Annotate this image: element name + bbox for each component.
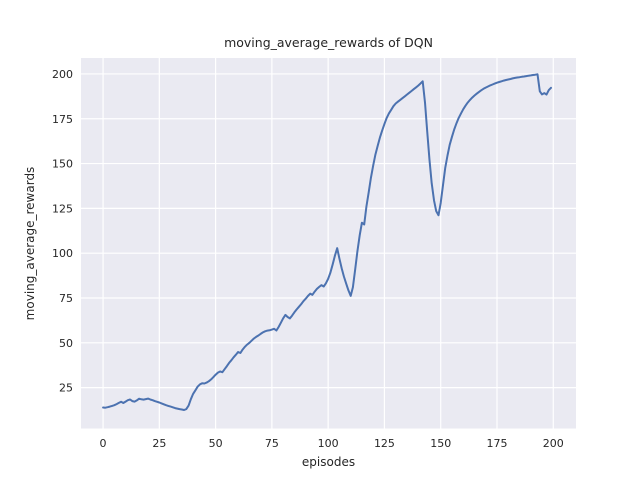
y-tick-label: 200 — [52, 68, 73, 81]
x-tick-label: 175 — [486, 437, 507, 450]
x-tick-label: 200 — [543, 437, 564, 450]
y-tick-labels: 25 50 75 100 125 150 175 200 — [52, 68, 73, 395]
x-tick-label: 0 — [100, 437, 107, 450]
y-axis-label: moving_average_rewards — [23, 167, 37, 321]
y-tick-label: 150 — [52, 158, 73, 171]
chart-title: moving_average_rewards of DQN — [224, 35, 433, 50]
x-tick-labels: 0 25 50 75 100 125 150 175 200 — [100, 437, 564, 450]
x-tick-label: 125 — [374, 437, 395, 450]
line-series-dqn — [102, 73, 552, 411]
x-tick-label: 50 — [209, 437, 223, 450]
y-tick-label: 125 — [52, 202, 73, 215]
x-tick-label: 75 — [265, 437, 279, 450]
x-axis-label: episodes — [302, 455, 355, 469]
y-tick-label: 25 — [59, 382, 73, 395]
y-tick-label: 175 — [52, 113, 73, 126]
x-tick-label: 100 — [318, 437, 339, 450]
y-tick-label: 100 — [52, 247, 73, 260]
y-tick-label: 75 — [59, 292, 73, 305]
x-tick-label: 25 — [152, 437, 166, 450]
y-tick-label: 50 — [59, 337, 73, 350]
x-tick-label: 150 — [430, 437, 451, 450]
gridlines — [81, 58, 576, 429]
